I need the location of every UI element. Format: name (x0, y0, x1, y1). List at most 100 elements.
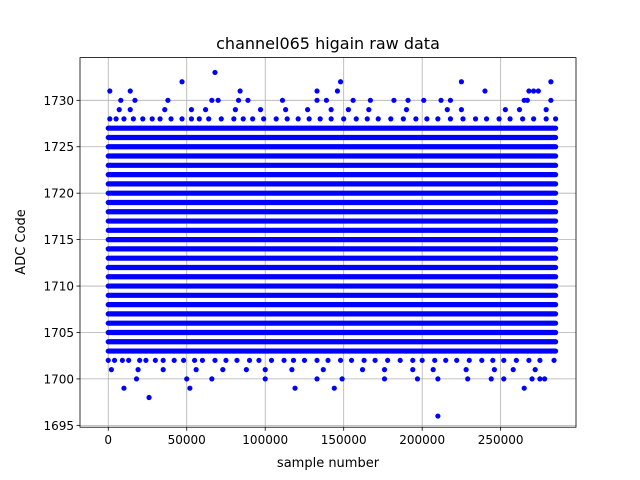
data-point (119, 357, 125, 363)
data-point (537, 357, 543, 363)
data-point (424, 116, 430, 122)
data-point (521, 385, 527, 391)
data-point (524, 97, 530, 103)
data-point (421, 97, 427, 103)
data-point (234, 357, 240, 363)
data-point (306, 116, 312, 122)
data-point (279, 97, 286, 103)
data-point (188, 107, 195, 113)
data-point (366, 107, 372, 113)
data-point (531, 88, 537, 94)
data-point (206, 116, 212, 122)
data-point (232, 107, 238, 113)
data-point (160, 357, 166, 363)
data-point (118, 97, 124, 103)
data-point (314, 357, 320, 363)
data-point (317, 116, 323, 122)
data-point (235, 97, 242, 103)
data-point (116, 107, 122, 113)
chart-title: channel065 higain raw data (216, 34, 440, 53)
data-point (165, 97, 171, 103)
data-point (250, 116, 256, 122)
data-point (143, 357, 149, 363)
data-point (284, 116, 290, 122)
data-point (127, 107, 133, 113)
data-point (532, 367, 538, 373)
data-point (157, 116, 163, 122)
data-point (543, 116, 549, 122)
y-axis-ticks: 1695 1700 1705 1710 1715 1720 1725 1730 (43, 94, 80, 433)
data-point (531, 116, 537, 122)
data-point (304, 107, 311, 113)
data-point (180, 357, 187, 363)
data-point (301, 357, 308, 363)
data-point (400, 116, 406, 122)
data-point (535, 88, 541, 94)
data-point (537, 376, 543, 382)
data-point (108, 367, 114, 373)
data-point (483, 116, 490, 122)
data-point (199, 357, 206, 363)
x-tick-label: 50000 (168, 433, 206, 447)
data-point (410, 357, 416, 363)
data-point (359, 367, 366, 373)
data-point (435, 116, 441, 122)
data-point (314, 88, 320, 94)
y-tick-label: 1720 (43, 187, 74, 201)
data-point (552, 116, 559, 122)
data-point (121, 385, 127, 391)
data-point (149, 116, 155, 122)
data-point (220, 367, 226, 373)
y-tick-label: 1730 (43, 94, 74, 108)
data-point (292, 385, 298, 391)
data-point (283, 107, 289, 113)
data-point (491, 367, 497, 373)
data-point (490, 357, 496, 363)
data-point (447, 116, 454, 122)
data-point (348, 357, 355, 363)
x-tick-label: 0 (104, 433, 112, 447)
data-point (218, 116, 224, 122)
data-point (130, 116, 136, 122)
data-point (105, 357, 111, 363)
data-point (111, 357, 118, 363)
data-point (388, 116, 394, 122)
data-point (507, 116, 513, 122)
y-tick-label: 1725 (43, 140, 74, 154)
y-tick-label: 1715 (43, 233, 74, 247)
data-point (447, 97, 454, 103)
data-point (526, 88, 532, 94)
y-tick-label: 1710 (43, 280, 74, 294)
data-point (466, 357, 472, 363)
data-point (361, 357, 367, 363)
data-point (328, 116, 334, 122)
data-point (465, 376, 471, 382)
x-axis-ticks: 0 50000 100000 150000 200000 250000 (104, 427, 524, 447)
data-point (223, 357, 229, 363)
data-point (132, 97, 138, 103)
data-point (289, 367, 295, 373)
data-point (430, 367, 436, 373)
data-points (105, 69, 559, 419)
data-point (548, 79, 554, 85)
data-point (237, 88, 243, 94)
data-point (367, 97, 373, 103)
data-point (501, 376, 507, 382)
data-point (516, 107, 523, 113)
data-point (202, 107, 209, 113)
data-point (438, 97, 444, 103)
data-point (152, 357, 158, 363)
data-point (171, 357, 177, 363)
data-point (314, 376, 320, 382)
data-point (323, 97, 330, 103)
data-point (502, 107, 508, 113)
y-tick-label: 1700 (43, 372, 74, 386)
data-point (482, 88, 488, 94)
data-point (209, 97, 215, 103)
data-point (113, 116, 119, 122)
x-tick-label: 250000 (478, 433, 524, 447)
data-point (337, 79, 344, 85)
data-point (126, 357, 132, 363)
data-point (334, 88, 341, 94)
data-point (261, 116, 267, 122)
